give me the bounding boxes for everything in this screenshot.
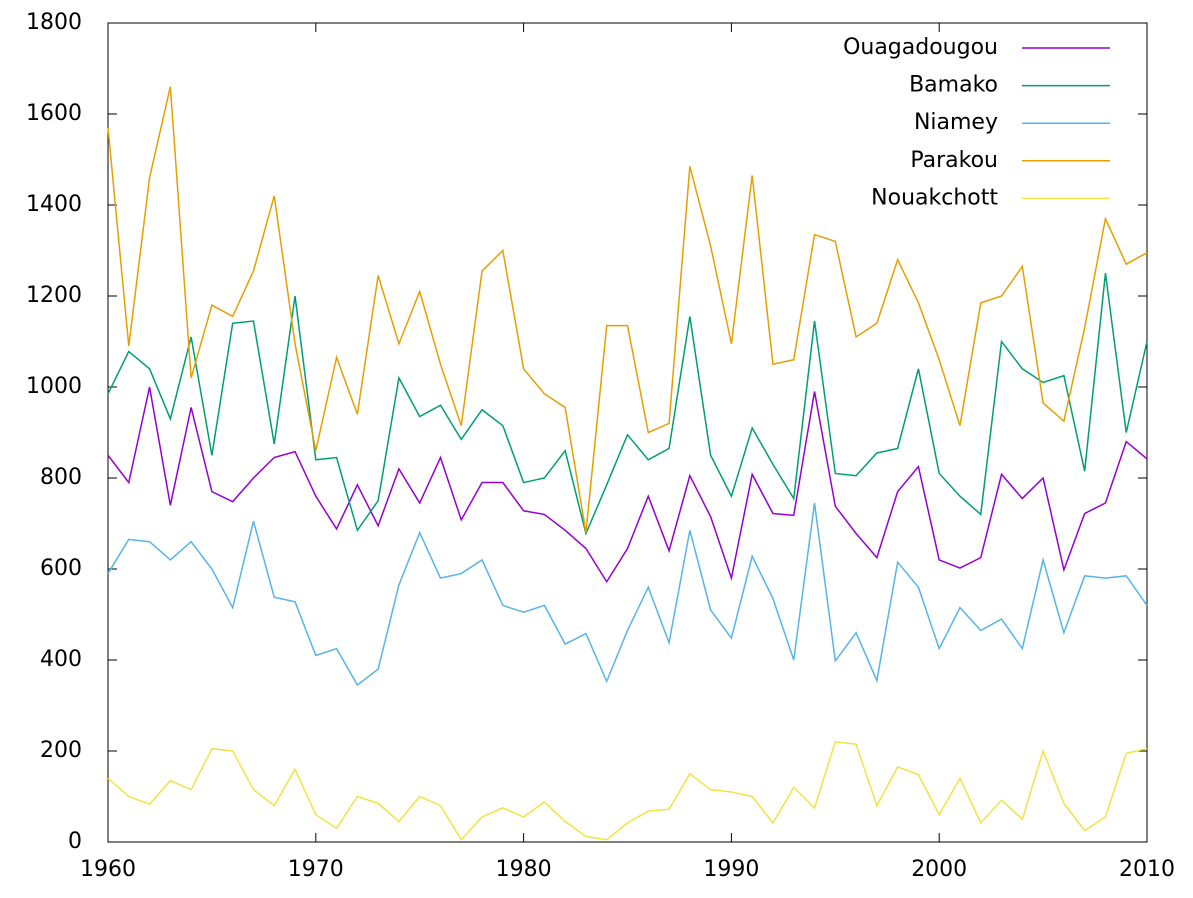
y-tick-label: 1400 (26, 192, 82, 217)
x-tick-label: 1990 (703, 857, 759, 882)
y-tick-label: 200 (40, 738, 82, 763)
series-line (107, 86, 1148, 533)
series-line (107, 273, 1148, 536)
y-tick-label: 1200 (26, 283, 82, 308)
y-tick-label: 800 (40, 465, 82, 490)
y-tick-label: 1600 (26, 101, 82, 126)
legend-label: Bamako (909, 73, 998, 98)
y-tick-label: 400 (40, 647, 82, 672)
x-tick-label: 1960 (80, 857, 136, 882)
y-tick-label: 600 (40, 556, 82, 581)
legend-label: Ouagadougou (843, 35, 998, 60)
plot-frame (107, 22, 1148, 843)
x-tick-label: 1980 (496, 857, 552, 882)
x-tick-label: 1970 (288, 857, 344, 882)
series-line (107, 502, 1148, 687)
x-tick-label: 2010 (1119, 857, 1175, 882)
series-line (107, 741, 1148, 841)
series-line (107, 386, 1148, 584)
legend-label: Parakou (910, 148, 998, 173)
x-tick-label: 2000 (911, 857, 967, 882)
y-tick-label: 1000 (26, 374, 82, 399)
legend-label: Niamey (914, 110, 998, 135)
y-tick-label: 1800 (26, 10, 82, 35)
legend-label: Nouakchott (871, 185, 998, 210)
y-tick-label: 0 (68, 829, 82, 854)
